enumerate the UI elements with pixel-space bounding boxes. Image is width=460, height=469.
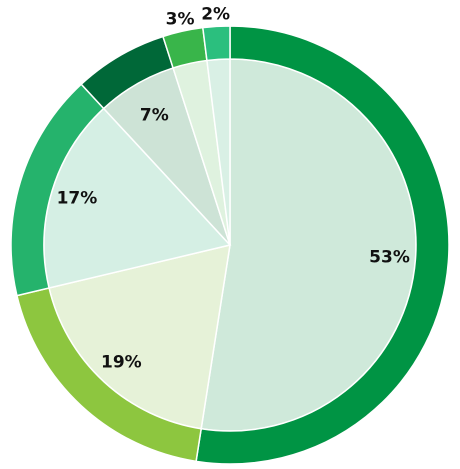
pie-slices xyxy=(10,25,450,465)
pie-slice-label-3: 7% xyxy=(140,105,169,125)
pie-labels: 53% 19% 17% 7% 3% 2% xyxy=(57,4,410,372)
pie-slice-label-1: 19% xyxy=(101,352,142,372)
pie-slice-label-2: 17% xyxy=(57,188,98,208)
pie-slice-label-0: 53% xyxy=(369,247,410,267)
pie-slice-label-4: 3% xyxy=(166,9,195,29)
pie-ring-segment-5 xyxy=(201,25,231,62)
pie-ring-segment-0 xyxy=(195,25,450,465)
pie-slice-label-5: 2% xyxy=(201,4,230,24)
